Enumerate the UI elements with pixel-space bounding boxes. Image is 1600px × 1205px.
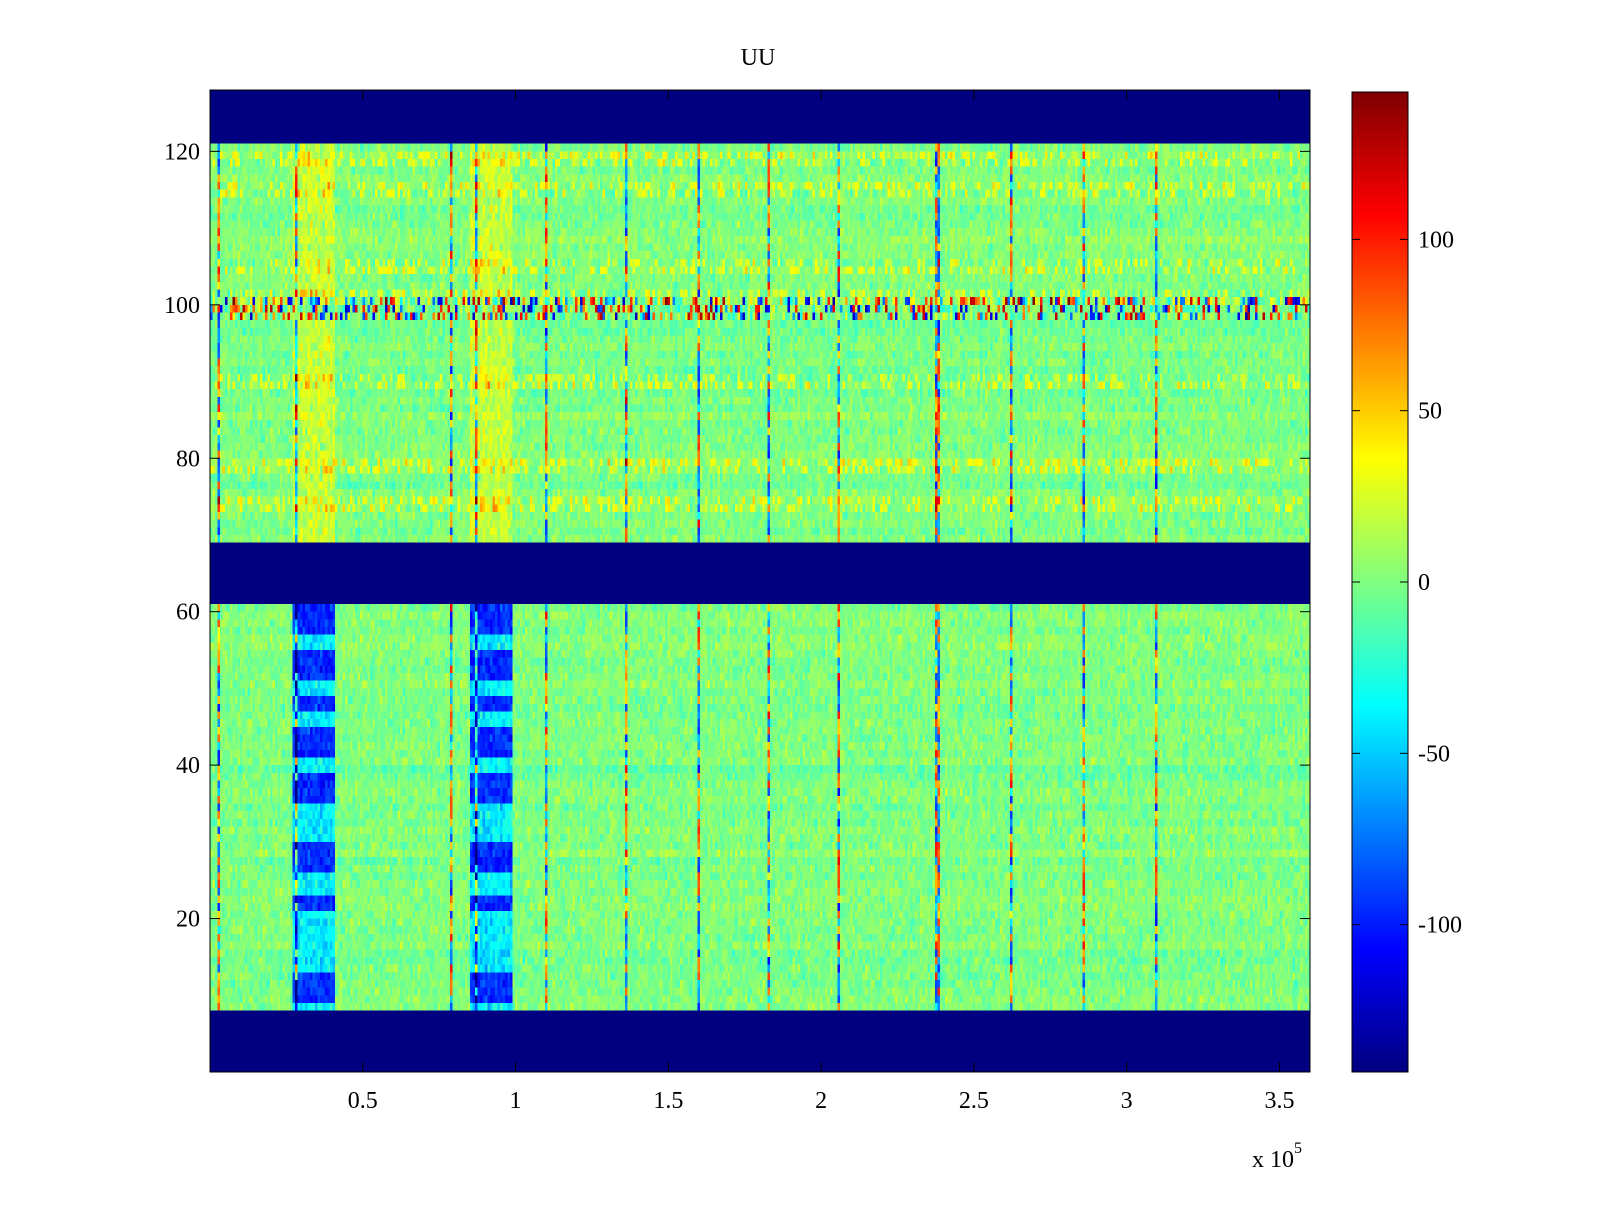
colorbar-tick-label: 0 bbox=[1418, 570, 1430, 596]
plot-frame bbox=[209, 89, 1311, 1073]
colorbar-tick-label: -100 bbox=[1418, 913, 1462, 939]
heatmap-image bbox=[210, 90, 1310, 1072]
y-tick-label: 60 bbox=[176, 600, 200, 626]
x-tick-label: 0.5 bbox=[348, 1088, 378, 1114]
colorbar-tick-label: -50 bbox=[1418, 741, 1450, 767]
x-tick-label: 1.5 bbox=[653, 1088, 683, 1114]
colorbar-tick-label: 100 bbox=[1418, 227, 1454, 253]
x-tick-label: 3 bbox=[1121, 1088, 1133, 1114]
y-tick-label: 100 bbox=[164, 293, 200, 319]
x-tick-label: 3.5 bbox=[1264, 1088, 1294, 1114]
x-tick-label: 2.5 bbox=[959, 1088, 989, 1114]
y-tick-label: 80 bbox=[176, 446, 200, 472]
colorbar-tick-label: 50 bbox=[1418, 399, 1442, 425]
x-tick-label: 2 bbox=[815, 1088, 827, 1114]
x-tick-label: 1 bbox=[510, 1088, 522, 1114]
x-axis: 0.5 1 1.5 2 2.5 3 3.5 bbox=[348, 90, 1294, 1114]
colorbar: -100 -50 0 50 100 bbox=[1351, 91, 1462, 1073]
y-axis: 20 40 60 80 100 120 bbox=[164, 139, 1310, 933]
y-tick-label: 20 bbox=[176, 907, 200, 933]
y-tick-label: 40 bbox=[176, 753, 200, 779]
plot-area bbox=[210, 90, 1310, 1072]
x-exponent-power: 5 bbox=[1294, 1140, 1302, 1157]
x-axis-exponent-label: x 105 bbox=[1252, 1140, 1302, 1173]
y-tick-label: 120 bbox=[164, 139, 200, 165]
chart-title: UU bbox=[741, 45, 776, 71]
x-exponent-base: x 10 bbox=[1252, 1147, 1294, 1173]
colorbar-gradient bbox=[1351, 91, 1409, 1073]
